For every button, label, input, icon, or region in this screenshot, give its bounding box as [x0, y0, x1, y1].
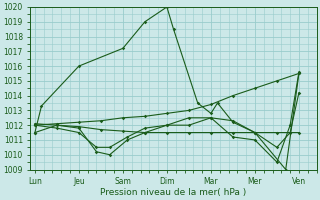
X-axis label: Pression niveau de la mer( hPa ): Pression niveau de la mer( hPa ) — [100, 188, 247, 197]
